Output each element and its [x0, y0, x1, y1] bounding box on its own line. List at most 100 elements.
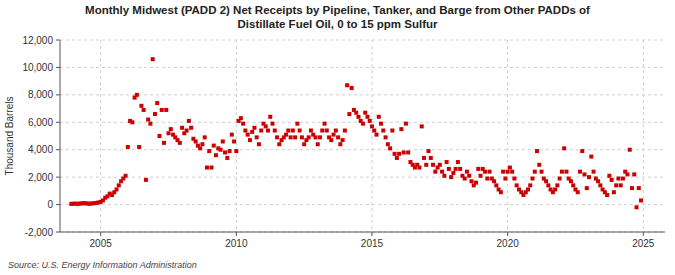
point	[259, 129, 263, 133]
tick-label: -2,000	[25, 227, 54, 238]
point	[309, 129, 313, 133]
point	[194, 139, 198, 143]
point	[571, 183, 575, 187]
point	[130, 120, 134, 124]
point	[271, 122, 275, 126]
tick	[56, 177, 60, 178]
point	[189, 126, 193, 130]
point	[293, 135, 297, 139]
tick-label: 12,000	[22, 35, 53, 46]
point	[494, 183, 498, 187]
point	[246, 133, 250, 137]
point	[148, 122, 152, 126]
point	[302, 142, 306, 146]
point	[605, 193, 609, 197]
title-line: Monthly Midwest (PADD 2) Net Receipts by…	[85, 4, 590, 16]
point	[221, 139, 225, 143]
x-axis-line	[60, 232, 665, 233]
point	[334, 129, 338, 133]
point	[420, 124, 424, 128]
point	[465, 170, 469, 174]
point	[621, 177, 625, 181]
point	[164, 108, 168, 112]
point	[625, 172, 629, 176]
point	[124, 174, 128, 178]
point	[146, 118, 150, 122]
grid-line	[507, 40, 508, 232]
source: Source: U.S. Energy Information Administ…	[8, 260, 197, 270]
point	[560, 170, 564, 174]
point	[343, 129, 347, 133]
point	[553, 187, 557, 191]
point	[361, 122, 365, 126]
point	[564, 170, 568, 174]
point	[142, 108, 146, 112]
point	[167, 131, 171, 135]
tick	[56, 94, 60, 95]
point	[399, 127, 403, 131]
point	[273, 129, 277, 133]
point	[320, 129, 324, 133]
point	[614, 183, 618, 187]
point	[252, 126, 256, 130]
point	[488, 170, 492, 174]
point	[580, 149, 584, 153]
title: Monthly Midwest (PADD 2) Net Receipts by…	[85, 4, 590, 30]
point	[264, 124, 268, 128]
point	[438, 163, 442, 167]
point	[393, 152, 397, 156]
title-line: Distillate Fuel Oil, 0 to 15 ppm Sulfur	[237, 18, 438, 30]
tick	[56, 40, 60, 41]
point	[454, 167, 458, 171]
point	[635, 205, 639, 209]
point	[630, 186, 634, 190]
point	[474, 181, 478, 185]
point	[449, 175, 453, 179]
point	[137, 145, 141, 149]
point	[354, 111, 358, 115]
point	[546, 183, 550, 187]
point	[298, 129, 302, 133]
point	[499, 190, 503, 194]
point	[440, 170, 444, 174]
tick-label: 4,000	[28, 144, 53, 155]
point	[528, 183, 532, 187]
point	[275, 135, 279, 139]
point	[476, 167, 480, 171]
tick-label: 2,000	[28, 172, 53, 183]
point	[345, 83, 349, 87]
point	[230, 133, 234, 137]
point	[598, 183, 602, 187]
point	[198, 146, 202, 150]
point	[347, 112, 351, 116]
point	[239, 116, 243, 120]
point	[232, 139, 236, 143]
point	[212, 144, 216, 148]
tick-label: 2020	[497, 238, 520, 249]
point	[225, 156, 229, 160]
point	[583, 172, 587, 176]
tick-label: 2015	[361, 238, 384, 249]
point	[370, 124, 374, 128]
page: {"chart_data": {"type": "scatter", "titl…	[0, 0, 675, 275]
point	[223, 150, 227, 154]
point	[291, 129, 295, 133]
chart: -2,00002,0004,0006,0008,00010,00012,0002…	[0, 0, 675, 275]
grid-line	[60, 67, 665, 68]
point	[313, 135, 317, 139]
point	[384, 135, 388, 139]
point	[178, 141, 182, 145]
point	[250, 130, 254, 134]
point	[325, 129, 329, 133]
tick	[56, 67, 60, 68]
point	[632, 172, 636, 176]
point	[157, 134, 161, 138]
point	[257, 142, 261, 146]
point	[544, 179, 548, 183]
point	[307, 135, 311, 139]
point	[372, 129, 376, 133]
point	[219, 148, 223, 152]
grid-line	[236, 40, 237, 232]
tick-label: 8,000	[28, 89, 53, 100]
point	[612, 190, 616, 194]
